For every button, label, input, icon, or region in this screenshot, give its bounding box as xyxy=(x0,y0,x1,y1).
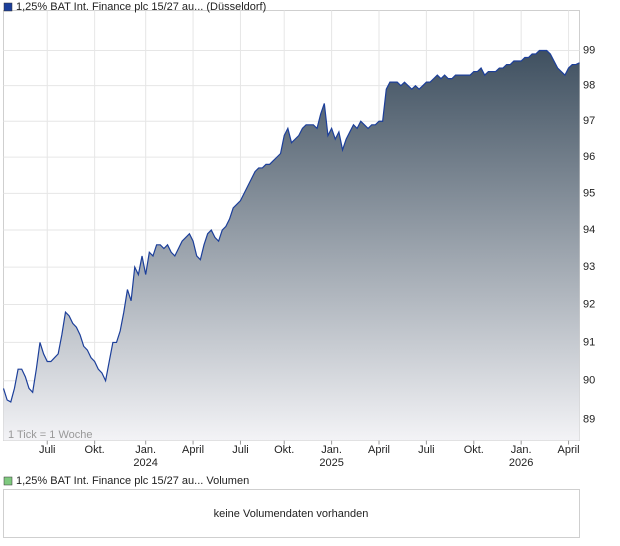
y-tick-label: 99 xyxy=(583,44,595,56)
legend-swatch xyxy=(3,2,13,12)
volume-message: keine Volumendaten vorhanden xyxy=(214,508,369,520)
line xyxy=(2,49,580,403)
x-tick-label: Jan. xyxy=(135,444,156,456)
y-tick-label: 97 xyxy=(583,115,595,127)
y-tick-label: 95 xyxy=(583,187,595,199)
x-tick-year: 2025 xyxy=(319,457,343,469)
x-tick-label: Juli xyxy=(39,444,56,456)
y-tick-label: 93 xyxy=(583,261,595,273)
x-tick-year: 2024 xyxy=(133,457,157,469)
y-tick-label: 92 xyxy=(583,298,595,310)
x-tick-label: Jan. xyxy=(321,444,342,456)
plot xyxy=(2,10,580,441)
y-tick-label: 98 xyxy=(583,80,595,92)
x-tick-label: Okt. xyxy=(464,444,484,456)
x-tick-label: Okt. xyxy=(85,444,105,456)
y-tick-label: 94 xyxy=(583,224,595,236)
legend-label: 1,25% BAT Int. Finance plc 15/27 au... (… xyxy=(16,1,266,13)
area xyxy=(3,50,580,441)
note: 1 Tick = 1 Woche xyxy=(8,429,92,441)
x-tick-label: April xyxy=(182,444,204,456)
x-tick-label: Jan. xyxy=(511,444,532,456)
y-tick-label: 89 xyxy=(583,413,595,425)
x-tick-label: April xyxy=(368,444,390,456)
x-tick-label: Okt. xyxy=(274,444,294,456)
x-tick-label: Juli xyxy=(418,444,435,456)
x-tick-label: April xyxy=(558,444,580,456)
volume-frame xyxy=(3,489,580,538)
x-tick-year: 2026 xyxy=(509,457,533,469)
y-tick-label: 90 xyxy=(583,375,595,387)
y-tick-label: 96 xyxy=(583,151,595,163)
legend-swatch xyxy=(3,476,13,486)
x-tick-label: Juli xyxy=(232,444,249,456)
volume-legend: 1,25% BAT Int. Finance plc 15/27 au... V… xyxy=(16,475,249,487)
y-tick-label: 91 xyxy=(583,336,595,348)
